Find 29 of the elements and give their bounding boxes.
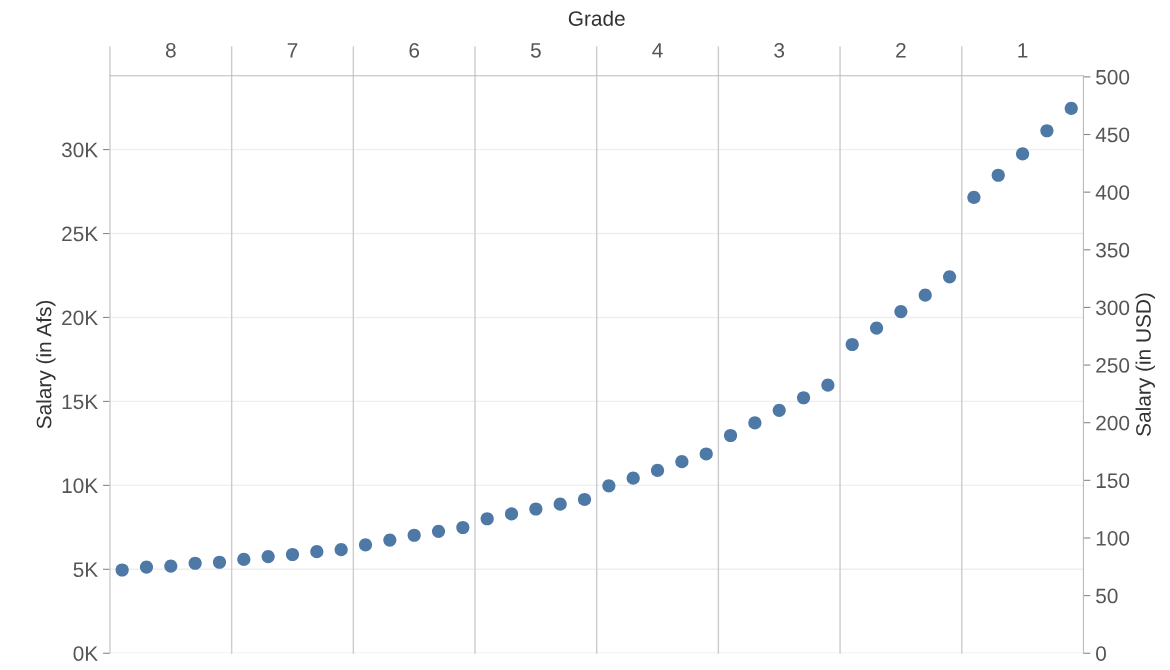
y-tick-label: 25K bbox=[62, 226, 98, 242]
y-axis-title: Salary (in Afs) bbox=[36, 300, 56, 429]
y-tick-label: 10K bbox=[62, 478, 98, 494]
y-tick-label: 0K bbox=[73, 646, 98, 661]
y2-tick-label: 50 bbox=[1096, 588, 1118, 604]
x-tick-label: 3 bbox=[774, 42, 785, 58]
y2-tick-label: 350 bbox=[1096, 242, 1130, 258]
y-tick-label: 5K bbox=[73, 562, 98, 578]
x-tick-label: 4 bbox=[652, 43, 663, 58]
x-tick-label: 5 bbox=[530, 43, 541, 58]
x-axis-title: Grade bbox=[568, 10, 625, 26]
y2-tick-label: 0 bbox=[1096, 646, 1106, 661]
x-tick-label: 7 bbox=[287, 43, 298, 58]
y2-tick-label: 400 bbox=[1095, 185, 1130, 200]
x-tick-label: 1 bbox=[1018, 43, 1028, 58]
y2-tick-label: 150 bbox=[1096, 473, 1130, 489]
y2-axis-title: Salary (in USD) bbox=[1135, 293, 1155, 436]
y2-tick-label: 100 bbox=[1096, 530, 1130, 546]
x-tick-label: 8 bbox=[165, 42, 176, 58]
x-tick-label: 6 bbox=[409, 42, 420, 58]
y2-tick-label: 250 bbox=[1096, 358, 1130, 373]
y2-tick-label: 300 bbox=[1096, 300, 1130, 316]
x-tick-label: 2 bbox=[896, 42, 906, 58]
y2-tick-label: 200 bbox=[1096, 415, 1130, 431]
y-tick-label: 30K bbox=[61, 142, 98, 158]
y-tick-label: 15K bbox=[62, 394, 98, 410]
y2-tick-label: 500 bbox=[1096, 69, 1130, 85]
y2-tick-label: 450 bbox=[1095, 127, 1130, 143]
y-tick-label: 20K bbox=[62, 310, 98, 326]
